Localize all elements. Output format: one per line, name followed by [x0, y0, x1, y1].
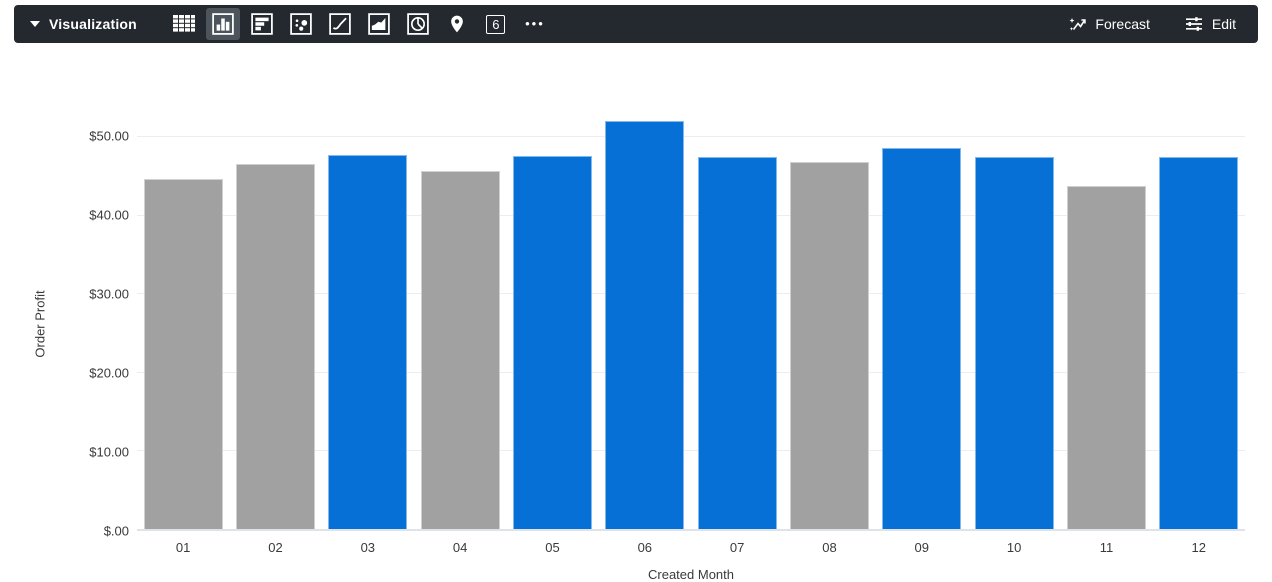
bar-08[interactable] [789, 162, 869, 529]
gridline [137, 214, 1245, 216]
single-value-icon: 6 [486, 14, 506, 34]
area-chart-icon [368, 13, 390, 35]
bar-slot [506, 118, 598, 529]
bar-slot [783, 118, 875, 529]
gridline [137, 450, 1245, 452]
x-tick-label: 10 [1006, 540, 1022, 555]
x-axis-tick-labels: 01 02 03 04 05 06 07 08 09 10 11 12 [137, 540, 1245, 555]
y-tick-label: $20.00 [89, 365, 129, 381]
viz-type-pie-chart-button[interactable] [401, 8, 435, 40]
y-axis-tick-labels: $50.00 $40.00 $30.00 $20.00 $10.00 $.00 [0, 118, 129, 539]
visualization-toolbar: Visualization [14, 5, 1258, 43]
map-pin-icon [447, 13, 467, 35]
bar-slot [1060, 118, 1152, 529]
caret-down-icon [30, 21, 40, 27]
edit-label: Edit [1211, 16, 1236, 32]
edit-button[interactable]: Edit [1184, 15, 1236, 33]
y-tick-label: $10.00 [89, 444, 129, 460]
forecast-button[interactable]: Forecast [1067, 15, 1150, 33]
bar-slot [1153, 118, 1245, 529]
bar-01[interactable] [143, 179, 223, 529]
x-axis-title: Created Month [648, 567, 734, 582]
bar-slot [968, 118, 1060, 529]
gridline [137, 371, 1245, 373]
bar-10[interactable] [974, 157, 1054, 529]
viz-type-single-value-button[interactable]: 6 [479, 8, 513, 40]
gridline [137, 136, 1245, 138]
gridline [137, 293, 1245, 295]
table-icon [172, 14, 196, 34]
bar-03[interactable] [328, 154, 408, 529]
visualization-collapse-toggle[interactable]: Visualization [14, 5, 137, 43]
bar-slot [229, 118, 321, 529]
forecast-label: Forecast [1095, 16, 1150, 32]
bar-06[interactable] [605, 121, 685, 529]
x-tick-label: 04 [452, 540, 468, 555]
line-chart-icon [329, 13, 351, 35]
column-chart-icon [212, 13, 234, 35]
x-tick-label: 01 [175, 540, 191, 555]
viz-type-map-button[interactable] [440, 8, 474, 40]
x-tick-label: 08 [822, 540, 837, 555]
x-tick-label: 07 [729, 540, 745, 555]
bar-chart-icon [251, 13, 273, 35]
toolbar-actions: Forecast Edit [1067, 15, 1258, 33]
bar-02[interactable] [235, 163, 315, 529]
bar-slot [322, 118, 414, 529]
viz-type-scatter-chart-button[interactable] [284, 8, 318, 40]
viz-type-bar-chart-button[interactable] [245, 8, 279, 40]
viz-type-column-chart-button[interactable] [205, 8, 240, 40]
bar-slot [691, 118, 783, 529]
bar-slot [137, 118, 229, 529]
x-tick-label: 09 [914, 540, 930, 555]
y-tick-label: $.00 [103, 523, 129, 539]
y-tick-label: $40.00 [89, 207, 129, 223]
x-tick-label: 05 [545, 540, 560, 555]
forecast-icon [1067, 15, 1087, 33]
x-tick-label: 02 [268, 540, 283, 555]
viz-type-table-button[interactable] [167, 8, 201, 40]
x-tick-label: 11 [1099, 540, 1114, 555]
bar-11[interactable] [1066, 186, 1146, 529]
panel-title: Visualization [49, 16, 137, 32]
viz-type-switcher: 6 ••• [167, 5, 552, 43]
bar-slot [876, 118, 968, 529]
scatter-chart-icon [290, 13, 312, 35]
bar-05[interactable] [512, 155, 592, 529]
bar-12[interactable] [1159, 157, 1239, 529]
viz-type-area-chart-button[interactable] [362, 8, 396, 40]
bar-09[interactable] [882, 147, 962, 529]
tune-sliders-icon [1184, 15, 1204, 33]
bar-07[interactable] [697, 157, 777, 529]
more-options-icon: ••• [525, 15, 545, 31]
x-tick-label: 06 [637, 540, 653, 555]
x-tick-label: 12 [1191, 540, 1206, 555]
viz-type-more-button[interactable]: ••• [518, 8, 552, 40]
bar-series [137, 118, 1245, 529]
viz-type-line-chart-button[interactable] [323, 8, 357, 40]
bar-04[interactable] [420, 171, 500, 529]
plot-area [137, 118, 1245, 531]
bar-slot [599, 118, 691, 529]
x-tick-label: 03 [360, 540, 376, 555]
y-tick-label: $30.00 [89, 286, 129, 302]
y-tick-label: $50.00 [89, 128, 129, 144]
pie-chart-icon [407, 13, 429, 35]
bar-slot [414, 118, 506, 529]
column-chart: Order Profit $50.00 $40.00 $30.00 $20.00 $10… [0, 48, 1272, 582]
